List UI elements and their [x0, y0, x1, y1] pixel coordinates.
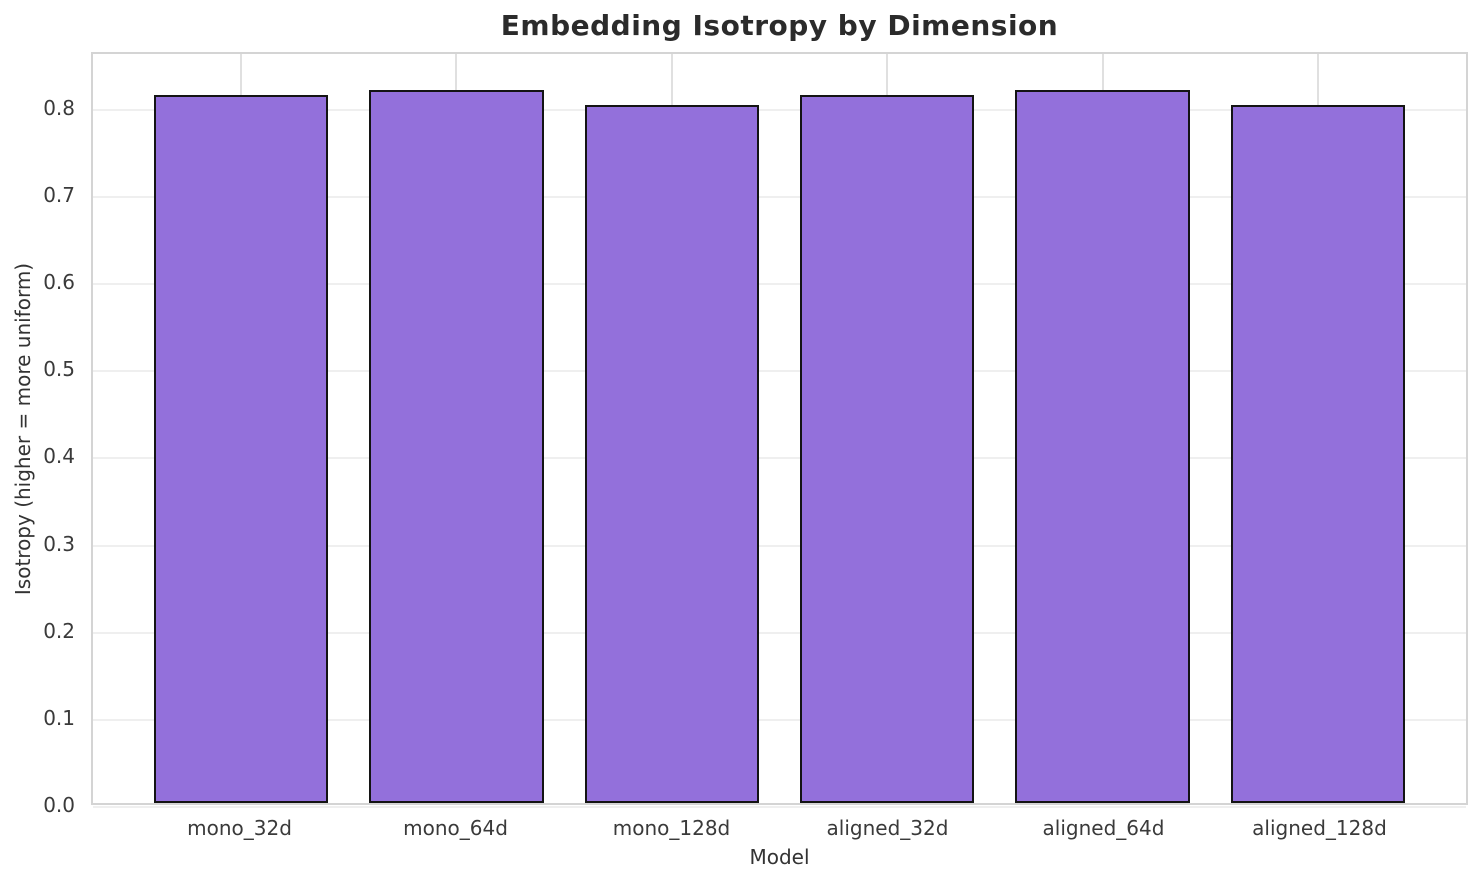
h-gridline	[93, 718, 1466, 721]
h-gridline	[93, 370, 1466, 373]
bar-aligned_32d	[799, 94, 975, 803]
bar-mono_32d	[153, 94, 329, 803]
x-tick-label: mono_128d	[612, 816, 731, 840]
h-gridline	[93, 544, 1466, 547]
y-tick-label: 0.1	[43, 705, 75, 730]
y-tick-label: 0.4	[43, 444, 75, 469]
y-tick-label: 0.8	[43, 95, 75, 120]
x-tick-label: mono_32d	[187, 816, 292, 840]
bar-aligned_128d	[1230, 105, 1406, 803]
bar-mono_128d	[584, 105, 760, 803]
x-tick-label: mono_64d	[403, 816, 508, 840]
chart-title: Embedding Isotropy by Dimension	[500, 9, 1059, 42]
plot-area	[91, 52, 1468, 808]
h-gridline	[93, 283, 1466, 286]
x-tick-label: aligned_32d	[826, 816, 949, 840]
x-tick-label: aligned_64d	[1042, 816, 1165, 840]
h-gridline	[93, 457, 1466, 460]
x-tick-label: aligned_128d	[1252, 816, 1387, 840]
y-tick-label: 0.2	[43, 618, 75, 643]
y-tick-label: 0.0	[43, 793, 75, 817]
bar-mono_64d	[369, 90, 544, 803]
y-tick-label: 0.7	[43, 182, 75, 207]
h-gridline	[93, 195, 1466, 198]
h-gridline	[93, 631, 1466, 634]
h-gridline	[93, 108, 1466, 111]
bar-aligned_64d	[1015, 89, 1190, 803]
y-tick-label: 0.6	[43, 270, 75, 295]
h-gridline	[93, 806, 1466, 808]
y-tick-label: 0.3	[43, 531, 75, 556]
x-axis-label: Model	[749, 845, 810, 869]
y-tick-label: 0.5	[43, 357, 75, 382]
